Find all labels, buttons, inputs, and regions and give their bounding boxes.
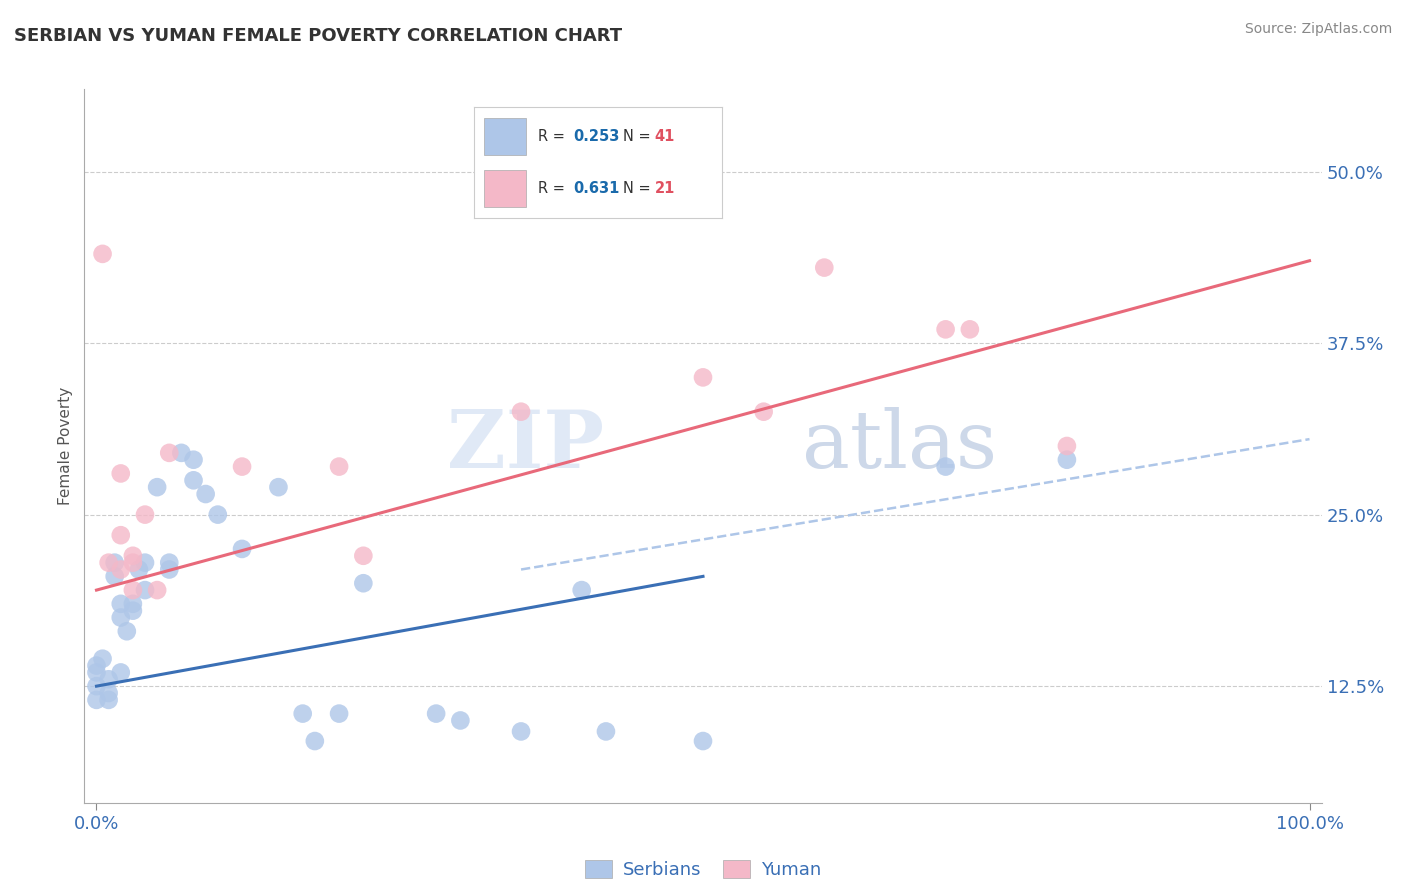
Point [110, 467, 132, 481]
Point [352, 576, 374, 591]
Point [231, 541, 253, 556]
Point [122, 549, 145, 563]
Point [157, 556, 180, 570]
Point [110, 610, 132, 624]
Point [110, 597, 132, 611]
Point [91, 651, 114, 665]
Point [86, 665, 108, 680]
Point [510, 405, 533, 419]
Point [97, 686, 120, 700]
Point [183, 452, 205, 467]
Point [157, 562, 180, 576]
Point [328, 706, 350, 721]
Text: ZIP: ZIP [447, 407, 605, 485]
Point [146, 583, 169, 598]
Point [935, 459, 957, 474]
Point [91, 247, 114, 261]
Point [170, 446, 193, 460]
Point [122, 604, 145, 618]
Point [935, 322, 957, 336]
Text: Source: ZipAtlas.com: Source: ZipAtlas.com [1244, 22, 1392, 37]
Point [134, 508, 156, 522]
Point [1056, 439, 1078, 453]
Point [571, 583, 593, 598]
Point [183, 473, 205, 487]
Point [122, 556, 145, 570]
Point [510, 724, 533, 739]
Point [449, 714, 471, 728]
Point [97, 673, 120, 687]
Point [97, 556, 120, 570]
Point [128, 562, 150, 576]
Point [157, 446, 180, 460]
Point [194, 487, 217, 501]
Point [752, 405, 775, 419]
Point [97, 693, 120, 707]
Point [122, 583, 145, 598]
Point [207, 508, 229, 522]
Point [86, 679, 108, 693]
Text: SERBIAN VS YUMAN FEMALE POVERTY CORRELATION CHART: SERBIAN VS YUMAN FEMALE POVERTY CORRELAT… [14, 27, 623, 45]
Point [692, 734, 714, 748]
Point [692, 370, 714, 384]
Point [110, 528, 132, 542]
Point [352, 549, 374, 563]
Point [267, 480, 290, 494]
Point [425, 706, 447, 721]
Point [231, 459, 253, 474]
Point [291, 706, 314, 721]
Legend: Serbians, Yuman: Serbians, Yuman [578, 853, 828, 887]
Text: atlas: atlas [801, 407, 997, 485]
Point [304, 734, 326, 748]
Point [122, 597, 145, 611]
Y-axis label: Female Poverty: Female Poverty [58, 387, 73, 505]
Point [595, 724, 617, 739]
Point [328, 459, 350, 474]
Point [134, 556, 156, 570]
Point [110, 562, 132, 576]
Point [86, 693, 108, 707]
Point [115, 624, 138, 639]
Point [86, 658, 108, 673]
Point [104, 556, 127, 570]
Point [104, 569, 127, 583]
Point [134, 583, 156, 598]
Point [813, 260, 835, 275]
Point [959, 322, 981, 336]
Point [110, 665, 132, 680]
Point [1056, 452, 1078, 467]
Point [146, 480, 169, 494]
